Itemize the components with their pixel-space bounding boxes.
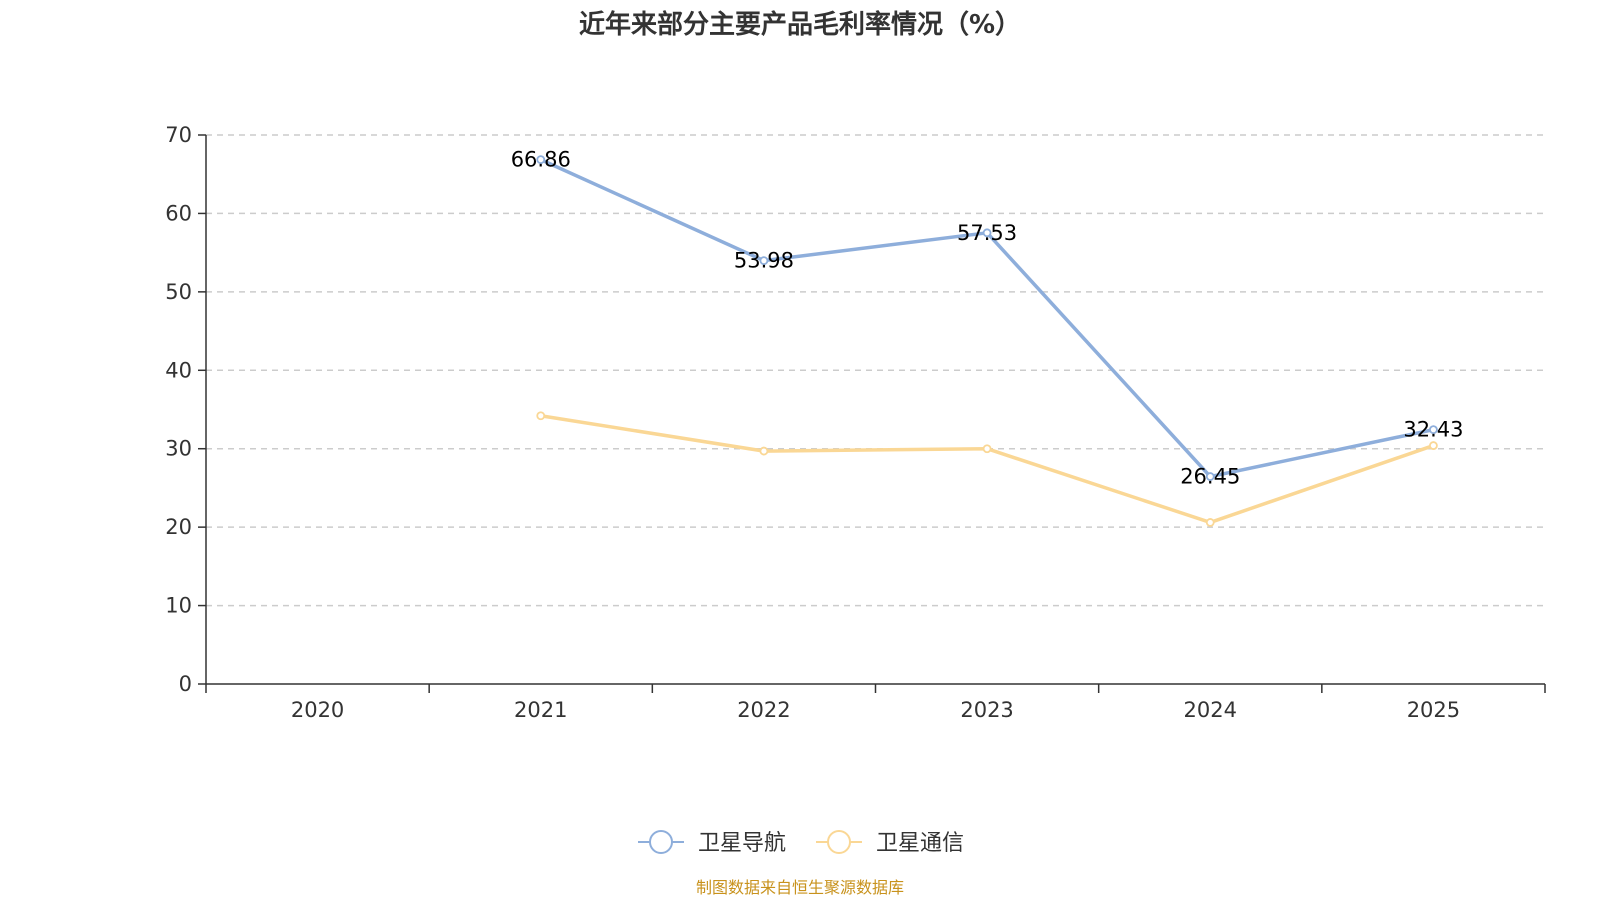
series-layer xyxy=(536,155,1438,527)
legend-marker-2[interactable] xyxy=(827,830,851,854)
data-point[interactable] xyxy=(982,444,992,454)
y-tick-label: 70 xyxy=(165,123,192,147)
series-line-2 xyxy=(540,414,1434,525)
y-tick-label: 10 xyxy=(165,594,192,618)
data-point[interactable] xyxy=(536,411,546,421)
y-tick-label: 0 xyxy=(179,672,192,696)
data-label: 57.53 xyxy=(957,221,1017,245)
axes: 0 10 20 30 40 50 60 70 2020 2021 2022 2023 2024 2025 xyxy=(165,123,1546,722)
y-tick-label: 40 xyxy=(165,358,192,382)
x-tick-label: 2021 xyxy=(514,698,567,722)
data-label: 66.86 xyxy=(511,148,571,172)
chart-title: 近年来部分主要产品毛利率情况（%） xyxy=(579,9,1021,40)
data-point[interactable] xyxy=(759,446,769,456)
data-point[interactable] xyxy=(759,256,769,266)
data-label: 32.43 xyxy=(1403,418,1463,442)
x-tick-label: 2022 xyxy=(737,698,790,722)
y-tick-label: 20 xyxy=(165,515,192,539)
legend[interactable]: 卫星导航 卫星通信 xyxy=(638,830,964,856)
legend-marker-1[interactable] xyxy=(649,830,673,854)
source-note: 制图数据来自恒生聚源数据库 xyxy=(696,878,904,897)
x-tick-label: 2023 xyxy=(960,698,1013,722)
legend-label-1[interactable]: 卫星导航 xyxy=(698,831,786,856)
data-point[interactable] xyxy=(1429,441,1438,450)
data-label: 26.45 xyxy=(1180,465,1240,489)
data-labels: 66.86 53.98 57.53 26.45 32.43 xyxy=(511,148,1464,489)
y-tick-label: 30 xyxy=(165,437,192,461)
x-tick-label: 2020 xyxy=(291,698,344,722)
data-point[interactable] xyxy=(1205,518,1215,527)
data-point[interactable] xyxy=(1205,472,1215,481)
series-line-1 xyxy=(540,158,1434,479)
x-tick-label: 2024 xyxy=(1184,698,1237,722)
y-tick-label: 50 xyxy=(165,280,192,304)
data-point[interactable] xyxy=(1429,425,1438,435)
x-tick-label: 2025 xyxy=(1407,698,1460,722)
data-point[interactable] xyxy=(982,228,992,238)
data-label: 53.98 xyxy=(734,249,794,273)
data-point[interactable] xyxy=(536,155,546,165)
grid-lines xyxy=(206,134,1545,607)
legend-label-2[interactable]: 卫星通信 xyxy=(876,831,964,856)
y-tick-label: 60 xyxy=(165,201,192,225)
